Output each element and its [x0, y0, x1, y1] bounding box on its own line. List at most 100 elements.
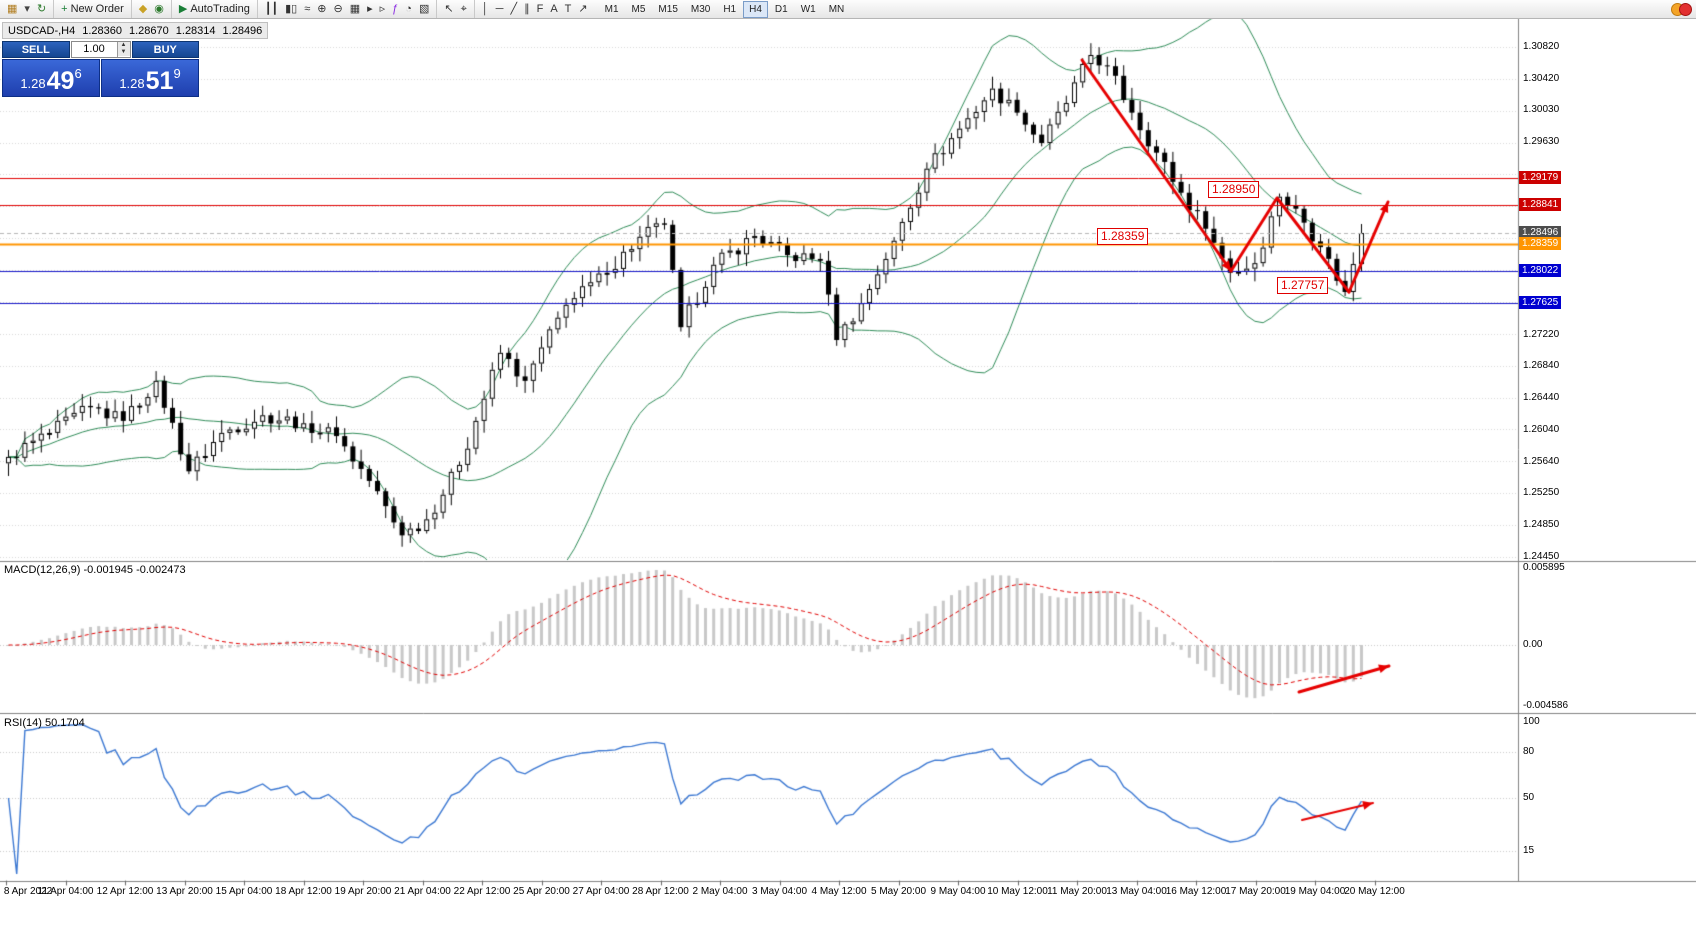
tile-windows-icon[interactable]: ▦ — [347, 2, 363, 17]
volume-up-icon[interactable]: ▲ — [117, 42, 130, 49]
sell-button[interactable]: SELL — [2, 41, 70, 58]
price-tag: 1.27625 — [1519, 295, 1562, 309]
timeframe-m30[interactable]: M30 — [690, 3, 711, 15]
autotrading-button-glyph: ▶ — [178, 2, 188, 15]
new-order-button[interactable]: + New Order — [58, 2, 127, 17]
refresh-icon[interactable]: ↻ — [34, 2, 49, 17]
timeframe-h1[interactable]: H1 — [723, 3, 737, 15]
timeframe-toolbar: M1 M5 M15 M30 H1 H4 D1 W1 MN — [595, 0, 855, 18]
buy-price-display[interactable]: 1.28 51 9 — [101, 59, 199, 97]
price-tag: 1.29179 — [1519, 171, 1562, 185]
ohlc-close: 1.28496 — [222, 24, 263, 37]
text-icon[interactable]: A — [547, 2, 560, 17]
new-order-button-label: New Order — [70, 3, 124, 15]
timeframe-w1[interactable]: W1 — [800, 3, 816, 15]
price-annotation[interactable]: 1.28359 — [1097, 228, 1149, 245]
time-label: 8 Apr 2022 — [3, 886, 53, 897]
label-icon-glyph: T — [564, 2, 572, 15]
arrows-icon-glyph: ↗ — [578, 2, 588, 15]
zoom-out-icon[interactable]: ⊖ — [330, 2, 345, 17]
rsi-axis-label: 100 — [1523, 716, 1540, 727]
time-label: 28 Apr 12:00 — [632, 886, 689, 897]
line-chart-icon[interactable]: ≈ — [301, 2, 313, 17]
indicators-icon-glyph: ƒ — [392, 2, 399, 15]
text-icon-glyph: A — [550, 2, 558, 15]
autotrading-button[interactable]: ▶ AutoTrading — [176, 2, 253, 17]
macd-label: MACD(12,26,9) -0.001945 -0.002473 — [4, 564, 186, 576]
price-annotation[interactable]: 1.27757 — [1277, 277, 1329, 294]
rsi-name: RSI(14) — [4, 717, 42, 729]
time-label: 13 Apr 20:00 — [156, 886, 213, 897]
cursor-icon[interactable]: ↖ — [441, 2, 456, 17]
price-tick: 1.25640 — [1523, 455, 1560, 467]
chart-profiles-icon-glyph: ▾ — [24, 2, 30, 15]
equidistant-channel-icon[interactable]: ∥ — [521, 2, 533, 17]
toolbar: ▦ ▾ ↻ + New Order ◆ ◉ ▶ AutoTrading ┃┃ ▮▯ ≈ ⊕ ⊖ ▦ ▸ ▹ ƒ ◔ ▧… — [0, 0, 1696, 19]
chart-shift-icon[interactable]: ▹ — [377, 2, 389, 17]
trendline-icon[interactable]: ╱ — [507, 2, 520, 17]
new-chart-icon[interactable]: ▦ — [4, 2, 20, 17]
alerts-icon[interactable]: ◉ — [151, 2, 167, 17]
time-label: 15 Apr 04:00 — [215, 886, 273, 897]
label-icon[interactable]: T — [562, 2, 575, 17]
price-tick: 1.30820 — [1523, 41, 1560, 52]
time-label: 11 May 20:00 — [1047, 886, 1107, 897]
vertical-line-icon[interactable]: │ — [479, 2, 492, 17]
crosshair-icon[interactable]: ⌖ — [458, 2, 470, 17]
zoom-in-icon[interactable]: ⊕ — [314, 2, 329, 17]
time-label: 13 May 04:00 — [1106, 886, 1167, 897]
horizontal-line-icon[interactable]: ─ — [493, 2, 507, 17]
rsi-value: 50.1704 — [44, 717, 85, 729]
timeframe-m5[interactable]: M5 — [631, 3, 646, 15]
price-tick: 1.25250 — [1523, 486, 1560, 498]
volume-down-icon[interactable]: ▼ — [117, 49, 130, 56]
cursor-icon-glyph: ↖ — [444, 2, 454, 15]
timeframe-m1[interactable]: M1 — [604, 3, 619, 15]
equidistant-channel-icon-glyph: ∥ — [524, 2, 530, 15]
arrows-icon[interactable]: ↗ — [575, 2, 590, 17]
rsi-axis-label: 50 — [1523, 792, 1535, 803]
zoom-in-icon-glyph: ⊕ — [317, 2, 327, 15]
buy-button[interactable]: BUY — [131, 41, 199, 58]
auto-scroll-icon-glyph: ▸ — [367, 2, 373, 15]
chart-profiles-icon[interactable]: ▾ — [21, 2, 33, 17]
price-tick: 1.26040 — [1523, 423, 1560, 435]
timeframe-h4[interactable]: H4 — [743, 0, 768, 18]
periods-icon[interactable]: ◔ — [402, 2, 415, 17]
autotrading-button-label: AutoTrading — [190, 3, 250, 15]
timeframe-mn[interactable]: MN — [828, 3, 845, 15]
time-label: 12 Apr 12:00 — [96, 886, 154, 897]
candlestick-icon[interactable]: ▮▯ — [282, 2, 300, 17]
sell-price-display[interactable]: 1.28 49 6 — [2, 59, 100, 97]
metaeditor-icon[interactable]: ◆ — [136, 2, 150, 17]
horizontal-line-icon-glyph: ─ — [495, 2, 504, 15]
auto-scroll-icon[interactable]: ▸ — [364, 2, 376, 17]
rsi-label: RSI(14) 50.1704 — [4, 717, 85, 729]
time-label: 10 May 12:00 — [987, 886, 1048, 897]
new-order-button-glyph: + — [61, 2, 68, 15]
volume-spinner[interactable]: ▲ ▼ — [116, 42, 130, 57]
price-annotation[interactable]: 1.28950 — [1208, 181, 1260, 198]
fibonacci-icon-glyph: F — [536, 2, 544, 15]
macd-axis-label: 0.00 — [1523, 639, 1543, 650]
time-label: 2 May 04:00 — [692, 886, 748, 897]
time-label: 20 May 12:00 — [1344, 886, 1405, 897]
volume-value[interactable]: 1.00 — [83, 43, 105, 55]
price-tick: 1.29630 — [1523, 136, 1560, 148]
price-tick: 1.30420 — [1523, 73, 1560, 85]
time-label: 9 May 04:00 — [930, 886, 986, 897]
volume-input[interactable]: 1.00 ▲ ▼ — [70, 41, 131, 58]
fibonacci-icon[interactable]: F — [534, 2, 547, 17]
macd-main-value: -0.001945 — [83, 564, 134, 576]
timeframe-m15[interactable]: M15 — [658, 3, 678, 15]
notification-icon[interactable] — [1671, 3, 1692, 16]
indicators-icon[interactable]: ƒ — [389, 2, 401, 17]
trendline-icon-glyph: ╱ — [510, 2, 518, 15]
templates-icon[interactable]: ▧ — [416, 2, 432, 17]
time-label: 19 Apr 20:00 — [334, 886, 392, 897]
timeframe-d1[interactable]: D1 — [774, 3, 788, 15]
macd-signal-value: -0.002473 — [136, 564, 186, 576]
time-label: 17 May 20:00 — [1225, 886, 1286, 897]
ohlc-bars-icon[interactable]: ┃┃ — [262, 2, 281, 17]
